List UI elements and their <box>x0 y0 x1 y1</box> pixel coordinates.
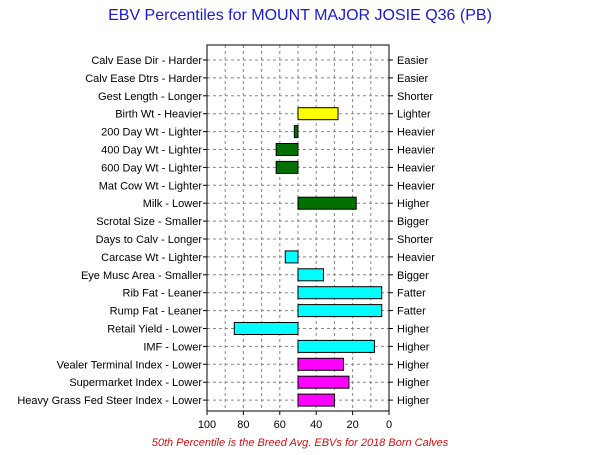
chart-title: EBV Percentiles for MOUNT MAJOR JOSIE Q3… <box>108 7 492 24</box>
trait-label-right: Shorter <box>397 234 433 246</box>
plot-frame <box>206 44 390 412</box>
bar <box>297 339 375 353</box>
bar <box>233 322 299 335</box>
bar <box>297 286 383 300</box>
trait-label-left: Carcase Wt - Lighter <box>101 252 202 264</box>
trait-label-right: Bigger <box>397 216 429 228</box>
trait-label-right: Higher <box>397 324 430 336</box>
x-tick-label: 60 <box>274 419 286 431</box>
bar <box>275 160 299 174</box>
trait-label-right: Shorter <box>397 91 433 103</box>
trait-label-right: Fatter <box>397 288 426 300</box>
bar <box>297 304 383 318</box>
x-tick-label: 0 <box>386 419 392 431</box>
trait-label-left: 400 Day Wt - Lighter <box>101 145 202 157</box>
bar <box>297 268 324 282</box>
trait-label-left: Days to Calv - Longer <box>96 234 203 246</box>
trait-label-right: Heavier <box>397 162 435 174</box>
trait-label-right: Heavier <box>397 145 435 157</box>
trait-label-left: Rib Fat - Leaner <box>123 288 203 300</box>
trait-label-left: Retail Yield - Lower <box>107 324 202 336</box>
trait-label-right: Higher <box>397 395 430 407</box>
trait-label-left: IMF - Lower <box>143 341 202 353</box>
trait-label-left: Scrotal Size - Smaller <box>96 216 202 228</box>
trait-label-right: Easier <box>397 55 429 67</box>
trait-label-right: Heavier <box>397 127 435 139</box>
bar <box>297 357 344 371</box>
trait-label-left: Gest Length - Longer <box>98 91 202 103</box>
x-tick-label: 20 <box>346 419 358 431</box>
bar <box>297 107 339 121</box>
bar <box>297 196 357 210</box>
trait-label-right: Lighter <box>397 109 431 121</box>
bar <box>293 125 299 139</box>
grid-lines <box>203 45 393 411</box>
x-tick-label: 100 <box>198 419 216 431</box>
left-labels: Calv Ease Dir - Harder Calv Ease Dtrs - H… <box>17 55 202 407</box>
trait-label-left: Calv Ease Dtrs - Harder <box>85 73 202 85</box>
right-labels: Easier Easier Shorter Lighter Heavier Heavier… <box>397 55 435 407</box>
trait-label-left: 200 Day Wt - Lighter <box>101 127 202 139</box>
bar <box>284 250 299 264</box>
trait-label-right: Bigger <box>397 270 429 282</box>
trait-label-left: Mat Cow Wt - Lighter <box>99 180 203 192</box>
footnote: 50th Percentile is the Breed Avg. EBVs f… <box>151 437 449 449</box>
x-tick-label: 40 <box>310 419 322 431</box>
trait-label-right: Heavier <box>397 252 435 264</box>
trait-label-right: Higher <box>397 377 430 389</box>
x-tick-labels: 100 80 60 40 20 0 <box>198 411 392 431</box>
trait-label-left: Rump Fat - Leaner <box>110 306 203 318</box>
bar <box>275 143 299 156</box>
trait-label-right: Fatter <box>397 306 426 318</box>
trait-label-left: Milk - Lower <box>143 198 203 210</box>
bar <box>297 393 335 407</box>
bar <box>297 375 350 389</box>
trait-label-left: Vealer Terminal Index - Lower <box>57 359 203 371</box>
trait-label-right: Higher <box>397 341 430 353</box>
trait-label-right: Easier <box>397 73 429 85</box>
trait-label-left: Calv Ease Dir - Harder <box>91 55 202 67</box>
trait-label-right: Heavier <box>397 180 435 192</box>
trait-label-right: Higher <box>397 359 430 371</box>
trait-label-left: 600 Day Wt - Lighter <box>101 162 202 174</box>
trait-label-right: Higher <box>397 198 430 210</box>
x-tick-label: 80 <box>237 419 249 431</box>
trait-label-left: Supermarket Index - Lower <box>69 377 202 389</box>
trait-label-left: Birth Wt - Heavier <box>115 109 202 121</box>
trait-label-left: Eye Musc Area - Smaller <box>81 270 202 282</box>
trait-label-left: Heavy Grass Fed Steer Index - Lower <box>17 395 202 407</box>
bars <box>233 107 383 407</box>
